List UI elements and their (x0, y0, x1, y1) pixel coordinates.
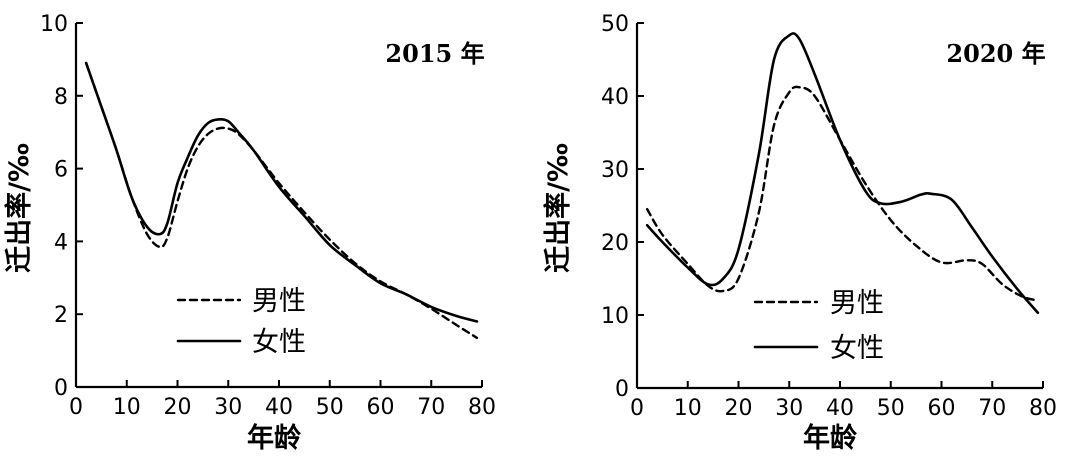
y-tick-label: 40 (601, 85, 629, 110)
y-tick-label: 30 (601, 158, 629, 183)
x-tick-label: 80 (1029, 396, 1057, 421)
y-tick-label: 2 (54, 303, 68, 328)
y-axis-title: 迁出率/‰ (542, 143, 574, 273)
y-tick-label: 20 (601, 231, 629, 256)
y-tick-label: 50 (601, 12, 629, 37)
series-line-female (645, 32, 1040, 315)
chart-title: 2015 年 (385, 39, 484, 68)
x-tick-label: 10 (674, 396, 702, 421)
x-tick-label: 40 (265, 395, 293, 420)
x-tick-label: 10 (113, 395, 141, 420)
legend-label-female: 女性 (830, 333, 884, 364)
chart-panel-2015: 0 2 4 6 8 10 0 10 20 30 40 50 60 70 80 2015 年年龄 迁出率/‰ 男性女… (3, 12, 496, 454)
y-tick-label: 0 (615, 377, 629, 402)
x-tick-label: 50 (316, 395, 344, 420)
x-tick-label: 50 (877, 396, 905, 421)
y-axis-title: 迁出率/‰ (3, 143, 35, 273)
y-tick-label: 10 (40, 12, 68, 37)
series-line-male (645, 85, 1040, 302)
y-tick-label: 4 (54, 230, 68, 255)
x-tick-label: 20 (725, 396, 753, 421)
series-line-female (84, 61, 479, 323)
series-line-male (84, 61, 479, 340)
legend-label-male: 男性 (252, 286, 306, 317)
legend-label-male: 男性 (830, 288, 884, 319)
x-tick-label: 30 (214, 395, 242, 420)
y-tick-label: 0 (54, 376, 68, 401)
x-tick-label: 70 (978, 396, 1006, 421)
y-tick-label: 6 (54, 158, 68, 183)
legend-label-female: 女性 (252, 327, 306, 358)
x-axis-title: 年龄 (247, 422, 302, 454)
x-tick-label: 40 (826, 396, 854, 421)
y-tick-label: 8 (54, 85, 68, 110)
x-axis-title: 年龄 (803, 422, 858, 454)
x-tick-label: 0 (69, 395, 83, 420)
x-tick-label: 80 (468, 395, 496, 420)
x-tick-label: 20 (164, 395, 192, 420)
chart-panel-2020: 0 10 20 30 40 50 0 10 20 30 40 50 60 70 80 2020 年年龄 迁出率/… (542, 12, 1057, 454)
x-tick-label: 70 (417, 395, 445, 420)
x-tick-label: 60 (367, 395, 395, 420)
chart-title: 2020 年 (946, 39, 1045, 68)
x-tick-label: 0 (630, 396, 644, 421)
x-tick-label: 30 (775, 396, 803, 421)
y-tick-label: 10 (601, 304, 629, 329)
x-tick-label: 60 (928, 396, 956, 421)
